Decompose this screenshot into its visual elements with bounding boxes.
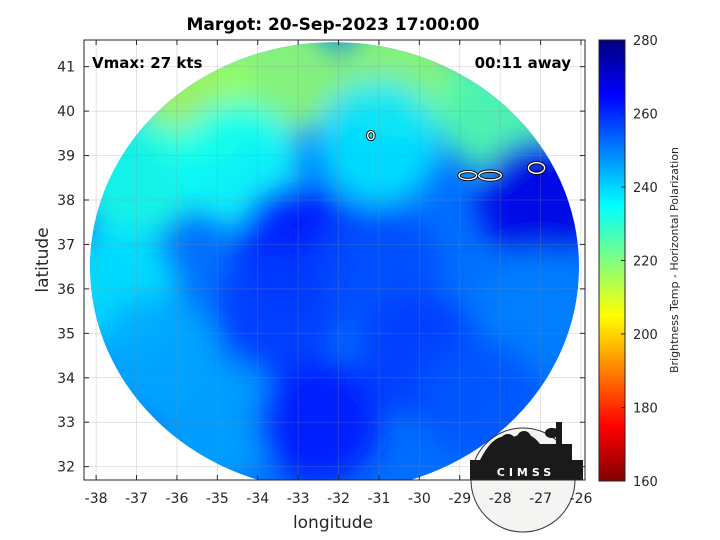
axis-ticks: -38 -37 -36 -35 -34 -33 -32 -31 -30 -29 -28 -27 -26 3… bbox=[57, 40, 592, 507]
y-tick-label: 41 bbox=[57, 60, 75, 76]
x-tick-label: -32 bbox=[327, 491, 350, 507]
y-tick-label: 40 bbox=[57, 104, 75, 120]
contour-layer bbox=[366, 129, 547, 182]
x-tick-label: -31 bbox=[368, 491, 391, 507]
x-tick-label: -34 bbox=[246, 491, 269, 507]
colorbar-ticks: 160 180 200 220 240 260 280 bbox=[621, 34, 658, 490]
swath-region-11 bbox=[215, 249, 340, 374]
contour-1 bbox=[458, 170, 478, 181]
x-tick-label: -28 bbox=[489, 491, 512, 507]
colorbar-tick-label: 280 bbox=[633, 34, 658, 49]
x-tick-label: -35 bbox=[206, 491, 229, 507]
swath-region-14 bbox=[256, 360, 381, 480]
vmax-annotation: Vmax: 27 kts bbox=[92, 54, 202, 72]
y-axis-label: latitude bbox=[33, 227, 53, 292]
colorbar-tick-label: 160 bbox=[633, 475, 658, 490]
x-tick-label: -27 bbox=[529, 491, 552, 507]
logo-text: CIMSS bbox=[497, 466, 555, 479]
colorbar-tick-label: 180 bbox=[633, 402, 658, 417]
swath-region-6 bbox=[316, 80, 441, 205]
colorbar-tick-label: 240 bbox=[633, 181, 658, 196]
y-tick-label: 35 bbox=[57, 326, 75, 342]
y-tick-label: 32 bbox=[57, 460, 75, 476]
y-tick-label: 39 bbox=[57, 149, 75, 165]
x-tick-label: -38 bbox=[85, 491, 108, 507]
contour-3 bbox=[527, 161, 546, 175]
colorbar-tick-label: 260 bbox=[633, 108, 658, 123]
colorbar-label: Brightness Temp - Horizontal Polarizatio… bbox=[668, 147, 681, 373]
y-tick-label: 34 bbox=[57, 371, 75, 387]
y-tick-label: 38 bbox=[57, 193, 75, 209]
x-tick-label: -33 bbox=[287, 491, 310, 507]
y-tick-label: 37 bbox=[57, 237, 75, 253]
grid bbox=[84, 40, 585, 480]
x-tick-label: -37 bbox=[125, 491, 148, 507]
colorbar-tick-label: 200 bbox=[633, 328, 658, 343]
y-tick-label: 33 bbox=[57, 415, 75, 431]
axes-frame bbox=[83, 39, 586, 481]
x-tick-label: -29 bbox=[448, 491, 471, 507]
x-tick-label: -26 bbox=[570, 491, 593, 507]
colorbar-tick-label: 220 bbox=[633, 255, 658, 270]
swath-layer bbox=[90, 42, 579, 480]
colorbar-scale bbox=[598, 39, 626, 482]
swath-regions bbox=[90, 42, 579, 480]
x-tick-label: -30 bbox=[408, 491, 431, 507]
contour-0 bbox=[366, 130, 375, 141]
chart-title: Margot: 20-Sep-2023 17:00:00 bbox=[187, 15, 480, 35]
y-tick-label: 36 bbox=[57, 282, 75, 298]
x-tick-label: -36 bbox=[165, 491, 188, 507]
x-axis-label: longitude bbox=[293, 513, 373, 533]
time-offset-annotation: 00:11 away bbox=[475, 54, 572, 72]
colorbar: 160 180 200 220 240 260 280 Brightness Temp - … bbox=[598, 34, 681, 490]
contour-2 bbox=[478, 170, 503, 181]
